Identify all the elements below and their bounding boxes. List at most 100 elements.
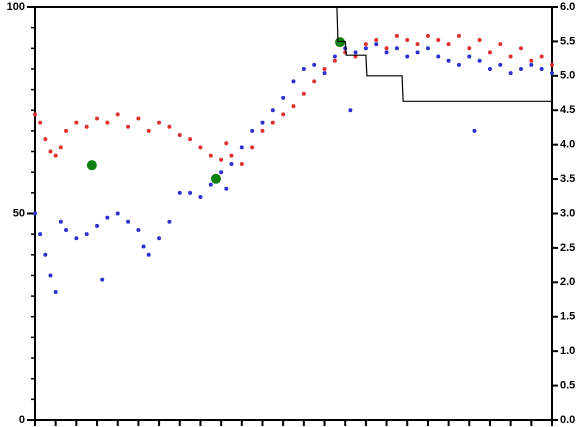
y-tick-label: 50 — [13, 207, 25, 219]
point — [74, 236, 79, 241]
point — [167, 124, 172, 129]
point — [291, 79, 296, 84]
point — [74, 120, 79, 125]
y2-tick-label: 5.5 — [560, 35, 575, 47]
point — [384, 46, 389, 51]
point — [281, 95, 286, 100]
line — [35, 6, 552, 102]
point — [141, 244, 146, 249]
y2-tick-label: 4.5 — [560, 104, 575, 116]
point — [436, 54, 441, 59]
point — [518, 66, 523, 71]
point — [456, 33, 461, 38]
point — [394, 46, 399, 51]
point — [550, 62, 554, 67]
point — [136, 228, 141, 233]
y2-tick-label: 1.5 — [560, 311, 575, 323]
point — [38, 120, 43, 125]
point — [498, 42, 503, 47]
y2-tick-label: 4.0 — [560, 139, 575, 151]
point — [394, 33, 399, 38]
point — [53, 289, 58, 294]
point — [487, 66, 492, 71]
y2-tick-label: 0.5 — [560, 379, 575, 391]
point — [64, 228, 69, 233]
point — [167, 219, 172, 224]
y2-tick-label: 5.0 — [560, 70, 575, 82]
point — [322, 71, 327, 76]
y-tick-label: 100 — [7, 1, 25, 13]
point — [157, 236, 162, 241]
point — [64, 128, 69, 133]
point — [477, 58, 482, 63]
y2-tick-label: 6.0 — [560, 1, 575, 13]
point — [405, 54, 410, 59]
point — [146, 128, 151, 133]
point — [312, 79, 317, 84]
point — [105, 120, 110, 125]
point — [374, 42, 379, 47]
point — [38, 232, 43, 237]
y2-tick-label: 1.0 — [560, 345, 575, 357]
point — [529, 62, 534, 67]
point — [539, 54, 544, 59]
point — [374, 38, 379, 43]
point — [43, 137, 48, 142]
y2-tick-label: 3.0 — [560, 207, 575, 219]
point — [301, 66, 306, 71]
point — [84, 232, 89, 237]
point — [115, 211, 120, 216]
point — [415, 50, 420, 55]
point — [177, 190, 182, 195]
point — [219, 170, 224, 175]
point — [539, 66, 544, 71]
point — [157, 120, 162, 125]
point — [33, 211, 37, 216]
point — [224, 186, 229, 191]
point — [301, 91, 306, 96]
point — [146, 252, 151, 257]
point — [136, 116, 141, 121]
point — [281, 112, 286, 117]
point — [239, 145, 244, 150]
point — [198, 145, 203, 150]
point — [348, 108, 353, 113]
point — [260, 128, 265, 133]
point — [224, 141, 229, 146]
point — [115, 112, 120, 117]
point — [335, 37, 346, 48]
point — [477, 38, 482, 43]
point — [53, 153, 58, 158]
point — [467, 46, 472, 51]
point — [188, 137, 193, 142]
point — [487, 50, 492, 55]
point — [188, 190, 193, 195]
point — [260, 120, 265, 125]
point — [229, 153, 234, 158]
point — [529, 58, 534, 63]
point — [322, 66, 327, 71]
point — [86, 160, 97, 171]
point — [250, 145, 255, 150]
point — [415, 42, 420, 47]
point — [239, 161, 244, 166]
point — [363, 46, 368, 51]
point — [405, 38, 410, 43]
point — [425, 33, 430, 38]
point — [472, 128, 477, 133]
point — [208, 153, 213, 158]
point — [177, 133, 182, 138]
point — [33, 112, 37, 117]
point — [95, 223, 100, 228]
y-tick-label: 0 — [19, 414, 25, 426]
point — [270, 108, 275, 113]
point — [95, 116, 100, 121]
point — [332, 54, 337, 59]
point — [43, 252, 48, 257]
point — [291, 104, 296, 109]
point — [270, 120, 275, 125]
point — [363, 42, 368, 47]
point — [208, 182, 213, 187]
point — [84, 124, 89, 129]
